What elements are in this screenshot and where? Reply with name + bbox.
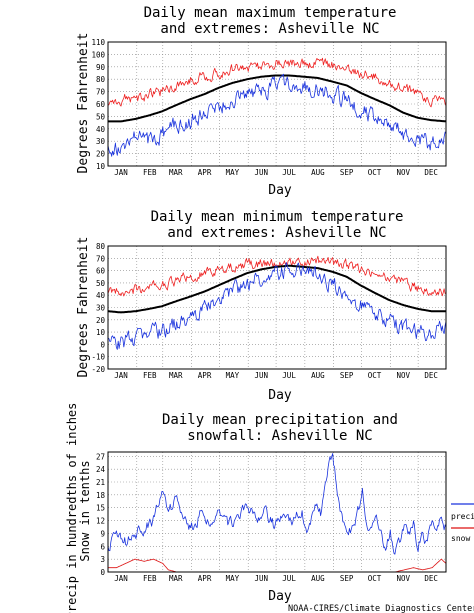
- plot-frame: [107, 451, 447, 573]
- x-tick-label: AUG: [311, 371, 325, 380]
- y-tick-label: 0: [100, 340, 105, 349]
- series-line-mean: [107, 74, 447, 123]
- x-tick-label: OCT: [368, 371, 382, 380]
- y-tick-label: -20: [91, 365, 105, 374]
- x-tick-label: MAR: [169, 371, 183, 380]
- x-tick-label: MAY: [226, 168, 240, 177]
- series-line-max: [107, 57, 447, 108]
- series-line-max: [107, 255, 447, 297]
- y-tick-label: 30: [96, 137, 106, 146]
- y-tick-label: 12: [96, 517, 105, 526]
- y-tick-label: 20: [96, 150, 106, 159]
- x-tick-label: MAR: [169, 574, 183, 583]
- y-tick-label: 50: [96, 112, 106, 121]
- x-tick-label: OCT: [368, 168, 382, 177]
- x-tick-label: DEC: [424, 371, 438, 380]
- x-tick-label: JUL: [282, 574, 296, 583]
- x-tick-label: SEP: [340, 371, 354, 380]
- series-line-precip: [107, 453, 447, 555]
- x-tick-label: APR: [198, 168, 212, 177]
- min-temperature-chart: Daily mean minimum temperature and extre…: [76, 209, 447, 403]
- y-tick-label: 10: [96, 162, 106, 171]
- chart-title-line-2: snowfall: Asheville NC: [187, 428, 372, 444]
- chart-title-line-1: Daily mean precipitation and: [162, 412, 398, 428]
- legend-label-snow: snow: [451, 534, 470, 543]
- y-tick-label: 15: [96, 504, 105, 513]
- x-tick-label: JUN: [254, 371, 268, 380]
- y-tick-label: 80: [96, 242, 106, 251]
- chart-title-line-2: and extremes: Asheville NC: [160, 21, 379, 37]
- y-axis-label: Degrees Fahrenheit: [76, 33, 91, 174]
- x-tick-label: FEB: [143, 168, 157, 177]
- plot-frame: [107, 245, 447, 370]
- x-tick-label: AUG: [311, 168, 325, 177]
- x-tick-label: JAN: [114, 371, 128, 380]
- chart-title-line-1: Daily mean maximum temperature: [144, 5, 397, 21]
- x-tick-label: JUL: [282, 371, 296, 380]
- y-axis-label-line-1: Precip in hundredths of inches: [65, 403, 79, 613]
- x-tick-label: AUG: [311, 574, 325, 583]
- x-axis-label: Day: [268, 183, 292, 198]
- chart-title-line-2: and extremes: Asheville NC: [167, 225, 386, 241]
- y-tick-label: 40: [96, 291, 106, 300]
- y-tick-label: 80: [96, 75, 106, 84]
- x-tick-label: NOV: [397, 574, 411, 583]
- y-tick-label: 24: [96, 465, 106, 474]
- y-tick-label: 70: [96, 254, 106, 263]
- x-tick-label: APR: [198, 574, 212, 583]
- y-tick-label: 70: [96, 88, 106, 97]
- y-tick-label: 10: [96, 328, 106, 337]
- x-tick-label: DEC: [424, 574, 438, 583]
- plot-frame: [107, 41, 447, 167]
- y-tick-label: 21: [96, 478, 105, 487]
- y-axis-label: Degrees Fahrenheit: [76, 237, 91, 378]
- legend-label-precip: precip: [451, 512, 474, 521]
- precipitation-chart: Daily mean precipitation and snowfall: A…: [65, 403, 474, 613]
- y-tick-label: 40: [96, 125, 106, 134]
- x-axis-label: Day: [268, 388, 292, 403]
- y-tick-label: 20: [96, 316, 106, 325]
- x-tick-label: APR: [198, 371, 212, 380]
- series-line-snow: [108, 558, 447, 573]
- x-tick-label: MAY: [226, 574, 240, 583]
- max-temperature-chart: Daily mean maximum temperature and extre…: [76, 5, 447, 198]
- y-tick-label: 110: [91, 38, 105, 47]
- x-tick-label: JUN: [254, 574, 268, 583]
- y-tick-label: 27: [96, 452, 105, 461]
- x-axis-label: Day: [268, 589, 292, 604]
- y-tick-label: 50: [96, 279, 106, 288]
- series-line-min: [107, 73, 447, 157]
- x-tick-label: JAN: [114, 168, 128, 177]
- x-tick-label: SEP: [340, 168, 354, 177]
- y-tick-label: 100: [91, 50, 105, 59]
- y-tick-label: 18: [96, 491, 106, 500]
- x-tick-label: FEB: [143, 371, 157, 380]
- x-tick-label: NOV: [397, 371, 411, 380]
- y-tick-label: 3: [100, 555, 105, 564]
- y-axis-label-line-2: Snow in tenths: [78, 460, 92, 561]
- x-tick-label: NOV: [397, 168, 411, 177]
- x-tick-label: MAY: [226, 371, 240, 380]
- y-tick-label: 0: [100, 568, 105, 577]
- x-tick-label: JAN: [114, 574, 128, 583]
- x-tick-label: FEB: [143, 574, 157, 583]
- credit-text: NOAA-CIRES/Climate Diagnostics Center: [288, 604, 474, 613]
- y-tick-label: 60: [96, 267, 106, 276]
- x-tick-label: JUN: [254, 168, 268, 177]
- x-tick-label: DEC: [424, 168, 438, 177]
- y-tick-label: 30: [96, 304, 106, 313]
- chart-title-line-1: Daily mean minimum temperature: [151, 209, 404, 225]
- x-tick-label: MAR: [169, 168, 183, 177]
- series-line-min: [107, 262, 447, 350]
- x-tick-label: JUL: [282, 168, 296, 177]
- y-tick-label: 9: [100, 529, 105, 538]
- y-tick-label: 60: [96, 100, 106, 109]
- y-tick-label: 6: [100, 542, 105, 551]
- y-tick-label: -10: [91, 353, 105, 362]
- y-tick-label: 90: [96, 63, 106, 72]
- x-tick-label: SEP: [340, 574, 354, 583]
- chart-legend: precip snow: [451, 503, 474, 543]
- x-tick-label: OCT: [368, 574, 382, 583]
